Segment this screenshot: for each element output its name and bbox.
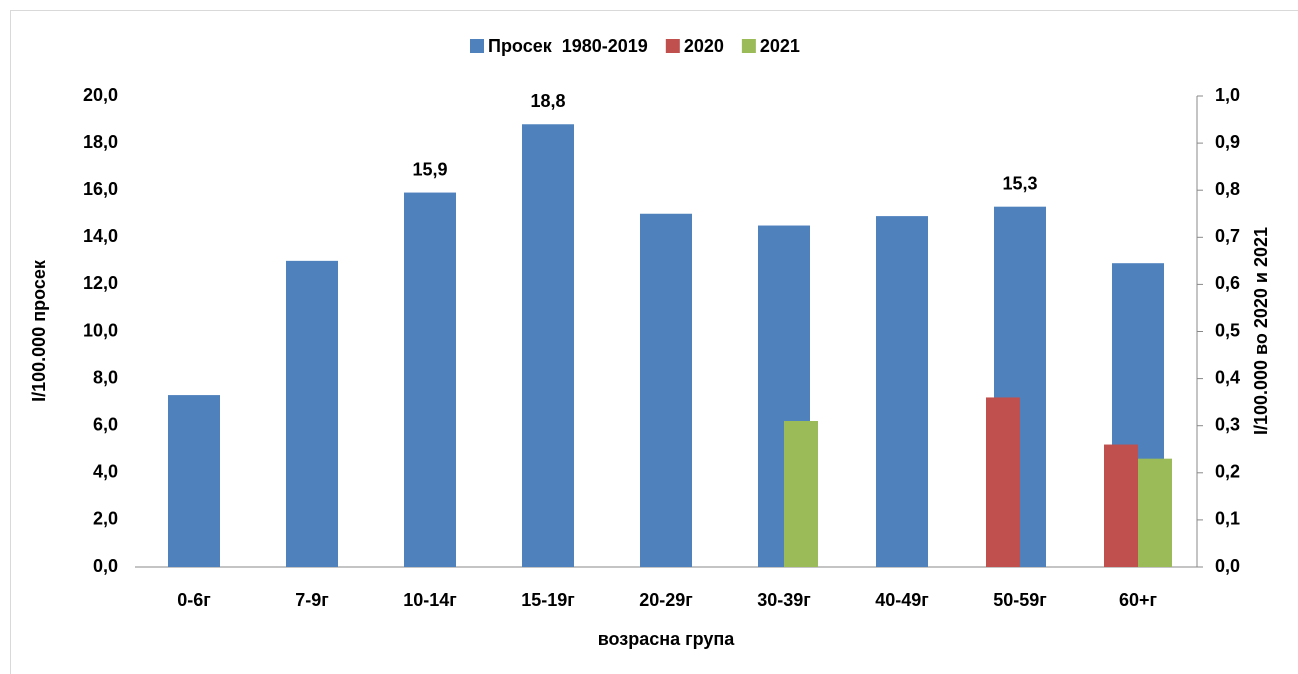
y-tick-label: 8,0 <box>93 367 118 387</box>
x-tick-label: 0-6г <box>177 590 211 610</box>
legend-label: Просек 1980-2019 <box>488 36 648 56</box>
y2-tick-label: 0,5 <box>1215 320 1240 340</box>
data-label: 18,8 <box>530 91 565 111</box>
data-label: 15,3 <box>1002 173 1037 193</box>
y2-tick-label: 0,3 <box>1215 414 1240 434</box>
x-tick-label: 40-49г <box>875 590 929 610</box>
x-tick-label: 7-9г <box>295 590 329 610</box>
legend-swatch <box>470 39 484 53</box>
bar <box>640 213 692 567</box>
bar <box>876 216 928 568</box>
y-tick-label: 12,0 <box>83 273 118 293</box>
y-tick-label: 6,0 <box>93 414 118 434</box>
legend-swatch <box>741 39 756 53</box>
bar <box>286 260 338 567</box>
bar <box>404 192 456 567</box>
y2-tick-label: 0,1 <box>1215 509 1240 529</box>
x-tick-label: 15-19г <box>521 590 575 610</box>
y2-tick-label: 0,9 <box>1215 132 1240 152</box>
y2-tick-label: 0,6 <box>1215 273 1240 293</box>
y2-tick-label: 0,2 <box>1215 462 1240 482</box>
x-tick-label: 50-59г <box>993 590 1047 610</box>
x-tick-label: 20-29г <box>639 590 693 610</box>
y-tick-label: 14,0 <box>83 226 118 246</box>
legend-label: 2021 <box>760 36 800 56</box>
y2-tick-label: 0,7 <box>1215 226 1240 246</box>
y-tick-label: 4,0 <box>93 462 118 482</box>
bar <box>1104 444 1138 567</box>
bar <box>168 395 220 567</box>
x-tick-label: 10-14г <box>403 590 457 610</box>
y-axis-title: I/100.000 просек <box>29 259 49 402</box>
y2-tick-label: 0,4 <box>1215 367 1240 387</box>
y2-tick-label: 0,0 <box>1215 556 1240 576</box>
y2-axis-title: I/100.000 во 2020 и 2021 <box>1251 227 1271 435</box>
y-tick-label: 10,0 <box>83 320 118 340</box>
x-axis-title: возрасна група <box>598 629 736 649</box>
y-tick-label: 2,0 <box>93 509 118 529</box>
y-tick-label: 20,0 <box>83 85 118 105</box>
x-tick-label: 60+г <box>1119 590 1158 610</box>
y2-tick-label: 0,8 <box>1215 179 1240 199</box>
bar <box>522 124 574 567</box>
y-tick-label: 16,0 <box>83 179 118 199</box>
legend-label: 2020 <box>684 36 724 56</box>
y-tick-label: 0,0 <box>93 556 118 576</box>
data-label: 15,9 <box>412 159 447 179</box>
bar <box>1138 458 1172 567</box>
legend-swatch <box>665 39 680 53</box>
bar <box>784 420 818 567</box>
bar <box>986 397 1020 567</box>
y-tick-label: 18,0 <box>83 132 118 152</box>
y2-tick-label: 1,0 <box>1215 85 1240 105</box>
x-tick-label: 30-39г <box>757 590 811 610</box>
